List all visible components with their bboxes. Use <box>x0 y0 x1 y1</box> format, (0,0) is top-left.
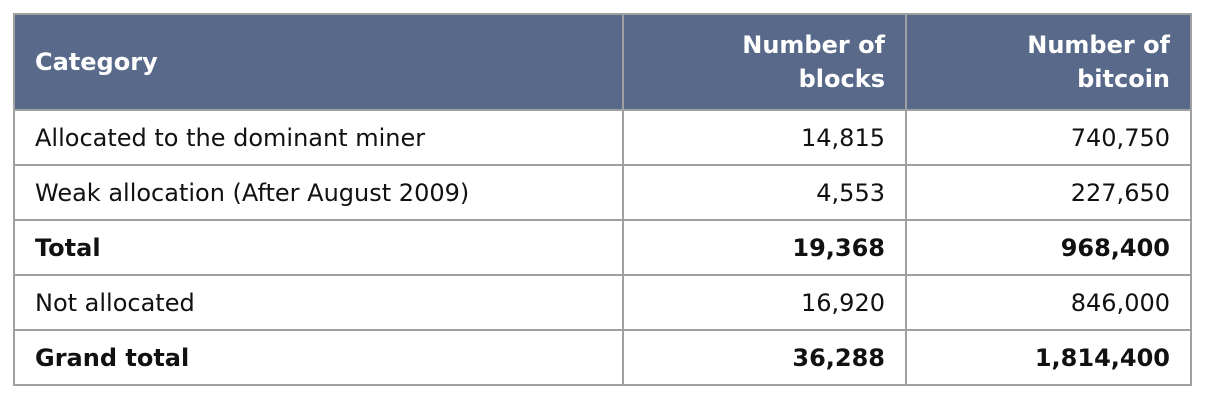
cell: 36,288 <box>622 329 907 386</box>
header-text: Category <box>35 48 158 76</box>
data-table: Category Number of blocks Number of bitc… <box>13 13 1192 386</box>
cell: Grand total <box>13 329 624 386</box>
cell: Weak allocation (After August 2009) <box>13 164 624 221</box>
cell: 16,920 <box>622 274 907 331</box>
header-cell: Number of blocks <box>622 13 907 111</box>
table-row: Weak allocation (After August 2009) 4,55… <box>13 164 1192 221</box>
cell: 740,750 <box>905 109 1192 166</box>
cell: Total <box>13 219 624 276</box>
cell: 1,814,400 <box>905 329 1192 386</box>
cell: 846,000 <box>905 274 1192 331</box>
header-text: Number of blocks <box>742 31 885 93</box>
table-row: Allocated to the dominant miner 14,815 7… <box>13 109 1192 166</box>
table-row: Not allocated 16,920 846,000 <box>13 274 1192 331</box>
header-cell: Category <box>13 13 624 111</box>
cell: Allocated to the dominant miner <box>13 109 624 166</box>
header-text: Number of bitcoin <box>1027 31 1170 93</box>
total-row: Total 19,368 968,400 <box>13 219 1192 276</box>
cell: Not allocated <box>13 274 624 331</box>
header-cell: Number of bitcoin <box>905 13 1192 111</box>
cell: 14,815 <box>622 109 907 166</box>
cell: 4,553 <box>622 164 907 221</box>
cell: 19,368 <box>622 219 907 276</box>
header-row: Category Number of blocks Number of bitc… <box>13 13 1192 111</box>
total-row: Grand total 36,288 1,814,400 <box>13 329 1192 386</box>
cell: 227,650 <box>905 164 1192 221</box>
cell: 968,400 <box>905 219 1192 276</box>
